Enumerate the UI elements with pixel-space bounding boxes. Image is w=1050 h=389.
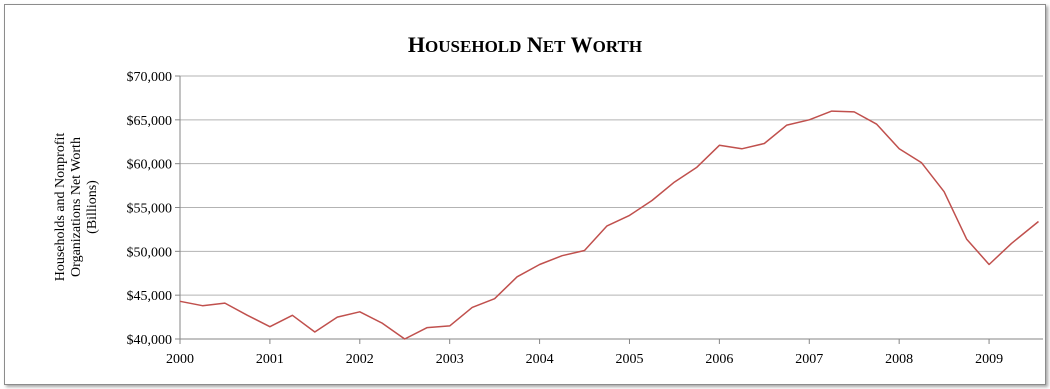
y-axis-label: Households and Nonprofit Organizations Ne… [53, 133, 100, 282]
y-tick-label: $70,000 [127, 70, 173, 85]
y-tick-label: $65,000 [127, 114, 173, 129]
y-tick-label: $40,000 [127, 333, 173, 348]
gridlines [175, 75, 1043, 340]
y-axis-label-line: Organizations Net Worth [69, 137, 84, 277]
x-tick-label: 2009 [975, 352, 1003, 367]
chart-frame [4, 4, 1046, 385]
axes [179, 76, 1043, 344]
y-tick-label: $55,000 [127, 202, 173, 217]
x-tick-label: 2000 [166, 352, 194, 367]
x-tick-labels: 2000 2001 2002 2003 2004 2005 2006 2007 2008 2009 [166, 352, 1003, 367]
x-tick-label: 2008 [885, 352, 913, 367]
y-axis-label-line: (Billions) [85, 180, 100, 234]
series-lines [179, 110, 1039, 340]
y-tick-label: $45,000 [127, 289, 173, 304]
x-tick-label: 2001 [256, 352, 284, 367]
y-tick-label: $60,000 [127, 158, 173, 173]
y-tick-label: $50,000 [127, 245, 173, 260]
y-tick-labels: $40,000 $45,000 $50,000 $55,000 $60,000 $65,0… [127, 70, 173, 348]
chart-title: HOUSEHOLD NET WORTH [408, 32, 642, 57]
net-worth-line [179, 110, 1039, 340]
x-tick-label: 2004 [526, 352, 554, 367]
x-tick-label: 2006 [705, 352, 733, 367]
x-tick-label: 2007 [795, 352, 823, 367]
x-tick-label: 2003 [436, 352, 464, 367]
x-tick-label: 2002 [346, 352, 374, 367]
x-tick-label: 2005 [615, 352, 643, 367]
y-axis-label-line: Households and Nonprofit [53, 133, 68, 282]
